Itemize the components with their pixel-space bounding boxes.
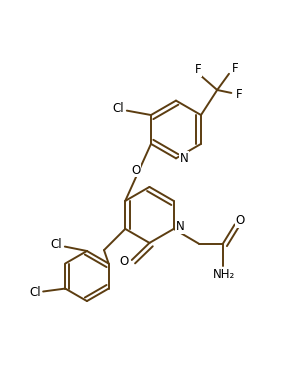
- Text: O: O: [131, 164, 140, 177]
- Text: F: F: [232, 62, 239, 75]
- Text: F: F: [236, 88, 243, 101]
- Text: O: O: [120, 255, 129, 268]
- Text: N: N: [176, 220, 185, 233]
- Text: N: N: [180, 152, 189, 165]
- Text: Cl: Cl: [113, 102, 124, 115]
- Text: NH₂: NH₂: [213, 268, 235, 281]
- Text: Cl: Cl: [51, 238, 62, 251]
- Text: F: F: [195, 63, 201, 76]
- Text: Cl: Cl: [29, 287, 41, 299]
- Text: O: O: [235, 215, 244, 227]
